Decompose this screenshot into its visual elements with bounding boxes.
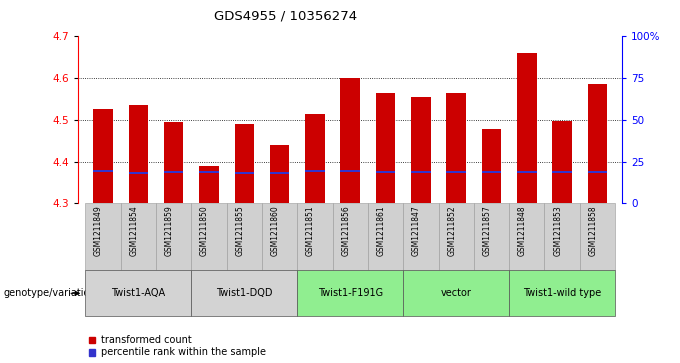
Bar [164, 122, 184, 203]
Text: GSM1211853: GSM1211853 [553, 205, 562, 256]
Bar [93, 170, 113, 172]
Bar [305, 114, 324, 203]
Bar [411, 97, 430, 203]
Bar [270, 145, 289, 203]
Text: percentile rank within the sample: percentile rank within the sample [101, 347, 266, 358]
Text: GDS4955 / 10356274: GDS4955 / 10356274 [214, 9, 357, 22]
Text: GSM1211852: GSM1211852 [447, 205, 456, 256]
Bar [270, 172, 289, 174]
Bar [447, 171, 466, 172]
Text: GSM1211850: GSM1211850 [200, 205, 209, 256]
Text: Twist1-F191G: Twist1-F191G [318, 288, 383, 298]
Bar [341, 78, 360, 203]
Bar [129, 172, 148, 174]
Bar [517, 53, 537, 203]
Text: genotype/variation: genotype/variation [3, 288, 96, 298]
Text: GSM1211848: GSM1211848 [518, 205, 527, 256]
Text: Twist1-DQD: Twist1-DQD [216, 288, 273, 298]
Bar [552, 171, 572, 174]
Bar [376, 171, 395, 172]
Bar [517, 171, 537, 172]
Text: GSM1211857: GSM1211857 [483, 205, 492, 256]
Bar [588, 171, 607, 172]
Bar [447, 93, 466, 203]
Bar [93, 109, 113, 203]
Bar [129, 105, 148, 203]
Bar [552, 121, 572, 203]
Text: vector: vector [441, 288, 472, 298]
Text: GSM1211861: GSM1211861 [377, 205, 386, 256]
Bar [482, 129, 501, 203]
Bar [588, 84, 607, 203]
Text: GSM1211858: GSM1211858 [588, 205, 598, 256]
Text: GSM1211855: GSM1211855 [235, 205, 244, 256]
Bar [411, 171, 430, 172]
Text: transformed count: transformed count [101, 335, 192, 345]
Text: GSM1211849: GSM1211849 [94, 205, 103, 256]
Bar [341, 170, 360, 172]
Text: Twist1-AQA: Twist1-AQA [112, 288, 165, 298]
Text: GSM1211856: GSM1211856 [341, 205, 350, 256]
Bar [199, 166, 218, 203]
Bar [235, 172, 254, 174]
Bar [305, 170, 324, 172]
Text: GSM1211854: GSM1211854 [129, 205, 138, 256]
Text: Twist1-wild type: Twist1-wild type [523, 288, 601, 298]
Text: GSM1211847: GSM1211847 [412, 205, 421, 256]
Bar [235, 124, 254, 203]
Text: GSM1211859: GSM1211859 [165, 205, 173, 256]
Text: GSM1211851: GSM1211851 [306, 205, 315, 256]
Bar [199, 171, 218, 174]
Text: GSM1211860: GSM1211860 [271, 205, 279, 256]
Bar [482, 171, 501, 172]
Bar [164, 171, 184, 174]
Bar [376, 93, 395, 203]
